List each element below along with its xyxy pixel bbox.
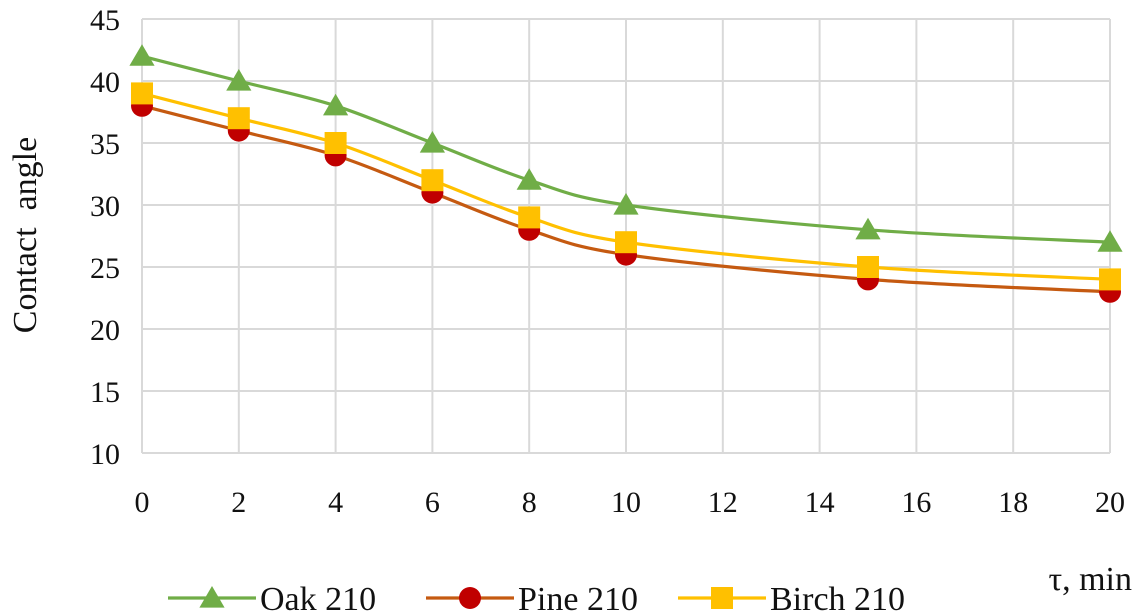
data-point (615, 231, 637, 254)
legend-marker (711, 587, 733, 609)
grid (141, 18, 1111, 454)
x-tick-label: 18 (998, 486, 1028, 519)
data-point (226, 69, 252, 91)
data-point (516, 168, 542, 190)
data-point (1099, 268, 1121, 291)
x-axis-title: τ, min (1048, 561, 1132, 598)
x-tick-label: 6 (425, 486, 440, 519)
legend-marker (459, 587, 481, 609)
x-tick-label: 2 (231, 486, 246, 519)
data-point (131, 82, 153, 105)
data-point (227, 107, 250, 130)
x-tick-label: 16 (901, 486, 931, 519)
legend-marker (199, 586, 225, 608)
y-tick-label: 15 (90, 376, 120, 409)
data-point (323, 93, 349, 116)
tick-labels: 0 2 4 6 8 10 12 14 16 18 20 10 15 20 25 30 35 40 45 (90, 4, 1125, 519)
legend-item: Oak 210 (168, 581, 376, 613)
y-axis-title: Contact angle (7, 137, 44, 333)
legend: Oak 210 Pine 210 Birch 210 (168, 581, 905, 613)
series-triangle (129, 44, 1123, 252)
data-point (129, 44, 155, 66)
legend-item: Pine 210 (426, 581, 638, 613)
x-tick-label: 10 (611, 486, 641, 519)
y-tick-label: 25 (90, 252, 120, 285)
x-tick-label: 12 (708, 486, 738, 519)
data-point (419, 131, 445, 153)
y-tick-label: 45 (90, 4, 120, 37)
x-tick-label: 20 (1095, 486, 1125, 519)
legend-label: Oak 210 (260, 581, 376, 613)
x-tick-label: 0 (135, 486, 150, 519)
data-point (324, 132, 347, 154)
data-point (857, 256, 879, 278)
y-tick-label: 20 (90, 314, 120, 347)
data-point (855, 217, 881, 240)
data-point (1097, 230, 1123, 252)
y-tick-label: 40 (90, 66, 120, 99)
data-point (613, 193, 639, 215)
y-tick-label: 10 (90, 438, 120, 471)
legend-item: Birch 210 (678, 581, 905, 613)
y-tick-label: 30 (90, 190, 120, 223)
series-square (131, 82, 1121, 291)
legend-label: Birch 210 (770, 581, 905, 613)
x-tick-label: 4 (328, 486, 343, 519)
plot-area (129, 44, 1123, 303)
x-tick-label: 8 (522, 486, 537, 519)
data-point (421, 169, 444, 192)
x-tick-label: 14 (805, 486, 835, 519)
y-tick-label: 35 (90, 128, 120, 161)
data-point (518, 206, 541, 229)
legend-label: Pine 210 (518, 581, 638, 613)
